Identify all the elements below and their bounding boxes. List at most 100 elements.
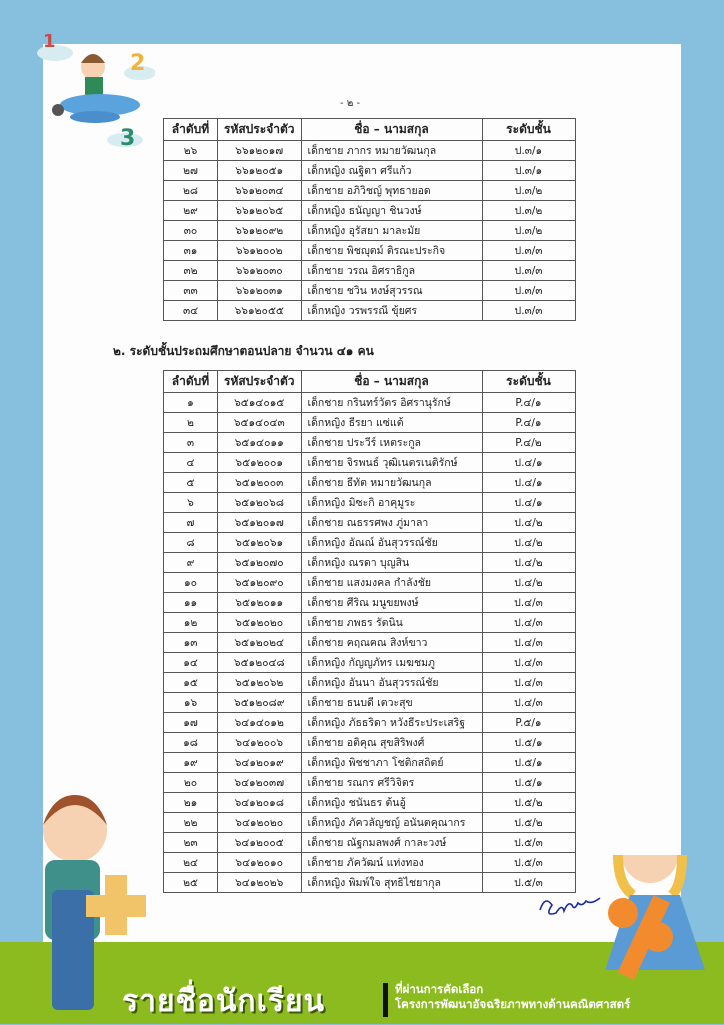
banner-subtitle-line1: ที่ผ่านการคัดเลือก	[395, 982, 484, 996]
page-number: - ๒ -	[340, 98, 361, 109]
grade-cell: ป.๓/๒	[481, 200, 576, 221]
name-cell: เด็กหญิง ณฐิตา ศรีแก้ว	[300, 160, 483, 181]
student-id-cell: ๖๕๑๔๐๔๓	[217, 412, 302, 433]
boy-with-plus-illustration	[43, 795, 146, 1010]
table-row: ๓๓ ๖๖๑๒๐๓๑ เด็กชาย ชวิน หงษ์สุวรรณ ป.๓/๓	[163, 280, 576, 301]
header-name: ชื่อ – นามสกุล	[300, 370, 483, 393]
student-id-cell: ๖๕๑๒๐๑๑	[217, 592, 302, 613]
name-cell: เด็กหญิง ธนัญญา ชินวงษ์	[300, 200, 483, 221]
grade-cell: ป.๕/๑	[481, 732, 576, 753]
header-name: ชื่อ – นามสกุล	[300, 118, 483, 141]
svg-text:1: 1	[43, 31, 56, 52]
table-row: ๓๖๕๑๔๐๑๑ เด็กชาย ประวีร์ เหตระกูล P.๔/๒	[163, 432, 576, 453]
student-id-cell: ๖๕๑๒๐๖๒	[217, 672, 302, 693]
header-grade: ระดับชั้น	[481, 118, 576, 141]
svg-text:2: 2	[130, 51, 145, 76]
grade-cell: ป.๓/๒	[481, 220, 576, 241]
grade-cell: P.๔/๑	[481, 392, 576, 413]
table-row: ๔๖๕๑๒๐๐๑ เด็กชาย จิรพนธ์ วุฒิเนตรเนติรักษ…	[163, 452, 576, 473]
table-row: ๒๔ ๖๔๑๒๐๑๐ เด็กชาย ภัควัฒน์ แท่งทอง ป.๕/๓	[163, 852, 576, 873]
name-cell: เด็กชาย ภพธร รัตนิน	[300, 612, 483, 633]
table-row: ๑๑ ๖๕๑๒๐๑๑ เด็กชาย ศีริณ มนูขยพงษ์ ป.๔/๓	[163, 592, 576, 613]
header-order: ลำดับที่	[163, 370, 218, 393]
name-cell: เด็กหญิง พิมพ์ใจ สุทธิไชยากุล	[300, 872, 483, 893]
student-id-cell: ๖๖๑๒๐๕๑	[217, 160, 302, 181]
order-cell: ๓๐	[163, 220, 218, 241]
student-id-cell: ๖๖๑๒๐๐๒	[217, 240, 302, 261]
student-id-cell: ๖๔๑๒๐๓๗	[217, 772, 302, 793]
order-cell: ๒๙	[163, 200, 218, 221]
student-id-cell: ๖๕๑๒๐๔๘	[217, 652, 302, 673]
table-row: ๑๙ ๖๔๑๒๐๑๙ เด็กหญิง พิชชาภา โชติกสถิตย์ ป.๕…	[163, 752, 576, 773]
table-row: ๑๗ ๖๔๑๔๐๑๒ เด็กหญิง ภัธธริดา หวังธีระประเส…	[163, 712, 576, 733]
order-cell: ๒	[163, 412, 218, 433]
name-cell: เด็กชาย ณัฐกมลพงศ์ กาละวงษ์	[300, 832, 483, 853]
name-cell: เด็กหญิง อันนา อันสุวรรณ์ชัย	[300, 672, 483, 693]
grade-cell: ป.๔/๑	[481, 472, 576, 493]
order-cell: ๑๕	[163, 672, 218, 693]
grade-cell: ป.๔/๓	[481, 612, 576, 633]
grade-cell: ป.๔/๓	[481, 652, 576, 673]
table-row: ๒๗ ๖๖๑๒๐๕๑ เด็กหญิง ณฐิตา ศรีแก้ว ป.๓/๑	[163, 160, 576, 181]
order-cell: ๒๒	[163, 812, 218, 833]
student-id-cell: ๖๔๑๒๐๐๖	[217, 732, 302, 753]
table-row: ๑๖๕๑๔๐๑๕ เด็กชาย กรินทร์วัตร อิศรานุรักษ์…	[163, 392, 576, 413]
order-cell: ๒๔	[163, 852, 218, 873]
order-cell: ๑๑	[163, 592, 218, 613]
order-cell: ๕	[163, 472, 218, 493]
grade-cell: ป.๔/๓	[481, 632, 576, 653]
student-id-cell: ๖๖๑๒๐๕๕	[217, 300, 302, 321]
banner-title: รายชื่อนักเรียน	[122, 984, 326, 1019]
grade-cell: P.๔/๒	[481, 432, 576, 453]
order-cell: ๓	[163, 432, 218, 453]
student-id-cell: ๖๕๑๒๐๘๙	[217, 692, 302, 713]
name-cell: เด็กหญิง พิชชาภา โชติกสถิตย์	[300, 752, 483, 773]
name-cell: เด็กหญิง ภัธธริดา หวังธีระประเสริฐ	[300, 712, 483, 733]
table-row: ๑๔ ๖๕๑๒๐๔๘ เด็กหญิง กัญญภัทร เมฆชมภู ป.๔/๓	[163, 652, 576, 673]
student-id-cell: ๖๔๑๒๐๐๕	[217, 832, 302, 853]
grade-cell: ป.๓/๓	[481, 280, 576, 301]
order-cell: ๒๐	[163, 772, 218, 793]
name-cell: เด็กหญิง อุรัสยา มาละมัย	[300, 220, 483, 241]
table-row: ๘๖๕๑๒๐๖๑ เด็กหญิง อัณณ์ อันสุวรรณ์ชัย ป.๔/…	[163, 532, 576, 553]
section-heading: ๒. ระดับชั้นประถมศึกษาตอนปลาย จำนวน ๔๑ ค…	[113, 344, 374, 358]
header-order: ลำดับที่	[163, 118, 218, 141]
name-cell: เด็กหญิง อัณณ์ อันสุวรรณ์ชัย	[300, 532, 483, 553]
order-cell: ๒๗	[163, 160, 218, 181]
name-cell: เด็กชาย ภัควัฒน์ แท่งทอง	[300, 852, 483, 873]
table-row: ๒๖ ๖๖๑๒๐๑๗ เด็กชาย ภากร หมายวัฒนกุล ป.๓/๑	[163, 140, 576, 161]
grade-cell: ป.๔/๒	[481, 552, 576, 573]
student-id-cell: ๖๕๑๒๐๑๗	[217, 512, 302, 533]
table-row: ๓๔ ๖๖๑๒๐๕๕ เด็กหญิง วรพรรณี ขุ้ยศร ป.๓/๓	[163, 300, 576, 321]
table-row: ๓๐ ๖๖๑๒๐๙๒ เด็กหญิง อุรัสยา มาละมัย ป.๓/๒	[163, 220, 576, 241]
order-cell: ๒๑	[163, 792, 218, 813]
name-cell: เด็กชาย พิชญุตม์ ติรณะประกิจ	[300, 240, 483, 261]
name-cell: เด็กชาย จิรพนธ์ วุฒิเนตรเนติรักษ์	[300, 452, 483, 473]
student-id-cell: ๖๕๑๒๐๖๑	[217, 532, 302, 553]
name-cell: เด็กชาย อภิวิชญ์ พุทธายอด	[300, 180, 483, 201]
grass-banner-background	[0, 942, 724, 1024]
grade-cell: P.๕/๑	[481, 712, 576, 733]
name-cell: เด็กหญิง มิซะกิ อาคุมูระ	[300, 492, 483, 513]
grade-cell: ป.๕/๒	[481, 792, 576, 813]
order-cell: ๒๓	[163, 832, 218, 853]
student-id-cell: ๖๕๑๔๐๑๑	[217, 432, 302, 453]
order-cell: ๓๓	[163, 280, 218, 301]
grade-cell: ป.๕/๓	[481, 852, 576, 873]
order-cell: ๓๔	[163, 300, 218, 321]
airplane-girl-illustration: 1 2 3	[37, 31, 155, 151]
order-cell: ๘	[163, 532, 218, 553]
girl-with-times-illustration	[605, 855, 705, 980]
order-cell: ๖	[163, 492, 218, 513]
student-id-cell: ๖๕๑๒๐๖๘	[217, 492, 302, 513]
student-id-cell: ๖๔๑๒๐๒๖	[217, 872, 302, 893]
grade-cell: ป.๕/๒	[481, 812, 576, 833]
signature	[539, 897, 601, 915]
table-row: ๑๖ ๖๕๑๒๐๘๙ เด็กชาย ธนบดี เตวะสุข ป.๔/๓	[163, 692, 576, 713]
student-id-cell: ๖๕๑๒๐๙๐	[217, 572, 302, 593]
name-cell: เด็กหญิง วรพรรณี ขุ้ยศร	[300, 300, 483, 321]
name-cell: เด็กหญิง ธีรยา แซ่แต้	[300, 412, 483, 433]
grade-cell: ป.๔/๓	[481, 672, 576, 693]
name-cell: เด็กชาย ธนบดี เตวะสุข	[300, 692, 483, 713]
order-cell: ๗	[163, 512, 218, 533]
